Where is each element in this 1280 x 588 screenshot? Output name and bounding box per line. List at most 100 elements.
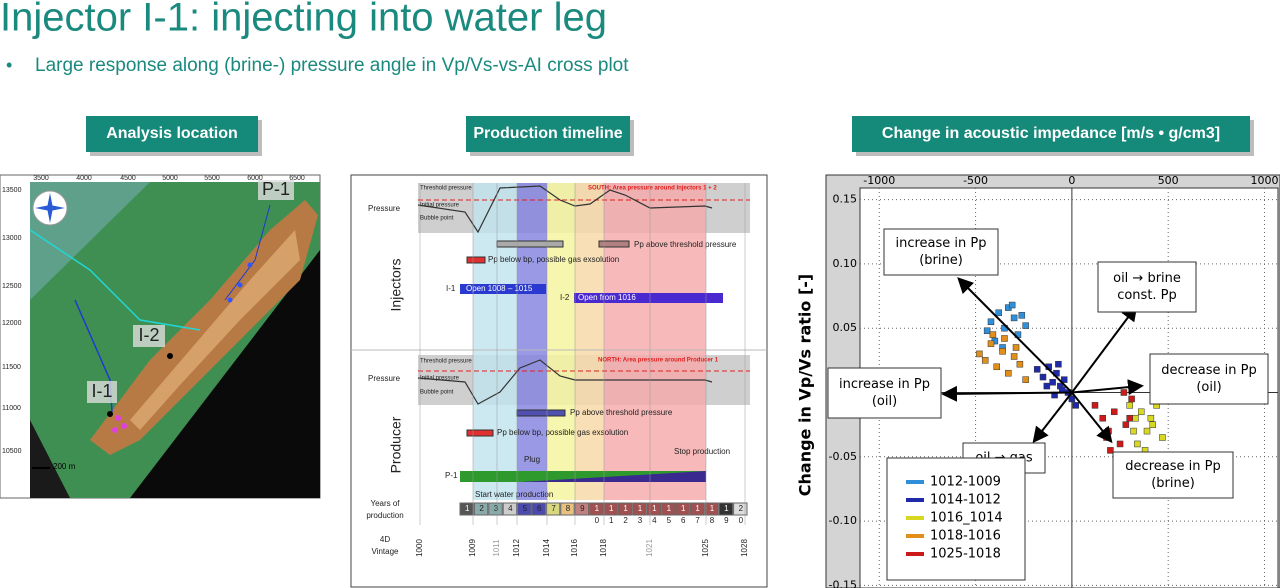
point: [1120, 389, 1128, 396]
point: [1018, 312, 1026, 319]
annotation: oil → brine: [1113, 271, 1181, 286]
point: [1143, 427, 1151, 435]
vintage-label: 1016: [570, 539, 579, 557]
well: [107, 411, 113, 417]
map-x-tick: 4500: [120, 175, 136, 182]
arrow: [1071, 379, 1144, 396]
bar: [496, 240, 564, 248]
year-label: 2: [623, 516, 628, 525]
point: [1116, 440, 1124, 448]
text: Producer: [388, 416, 404, 473]
point: [1012, 344, 1020, 351]
text: Pp above threshold pressure: [634, 240, 737, 249]
annotation-box: [1149, 353, 1269, 405]
point: [1049, 378, 1056, 386]
label-box: [466, 116, 630, 152]
annotation-box: [1097, 261, 1197, 313]
point: [993, 363, 1001, 371]
arrow: [957, 277, 1073, 394]
year-box: [675, 502, 690, 516]
year-box: [646, 502, 662, 516]
point: [1107, 447, 1114, 454]
legend-swatch: [906, 552, 924, 556]
point: [1105, 427, 1112, 435]
y-tick-label: 0.10: [833, 257, 858, 270]
section-label: Analysis location: [106, 125, 238, 142]
point: [1128, 395, 1135, 403]
year-label: 1: [652, 504, 657, 513]
legend-swatch: [906, 516, 924, 520]
point: [1134, 440, 1141, 448]
map-x-tick: 5500: [204, 175, 220, 182]
y-axis-label: Change in Vp/Vs ratio [-]: [796, 274, 815, 496]
year-label: 1: [609, 504, 614, 513]
legend-label: 1014-1012: [930, 493, 1001, 508]
y-tick-label: 0.15: [833, 193, 858, 206]
annotation-box: [883, 228, 999, 276]
year-box: [589, 502, 604, 516]
text: Initial pressure: [420, 203, 460, 209]
map-y-tick: 13500: [2, 187, 22, 194]
annotation: (oil): [1196, 380, 1221, 395]
annotation: (oil): [872, 394, 897, 409]
text: Threshold pressure: [420, 359, 472, 365]
arrow: [1071, 304, 1138, 394]
year-label: 2: [739, 504, 744, 513]
map-y-tick: 12000: [2, 320, 22, 327]
point: [999, 348, 1006, 355]
well-marker: [237, 282, 243, 288]
year-label: 1: [667, 504, 672, 513]
point: [1022, 376, 1029, 383]
x-tick-label: 0: [1068, 174, 1075, 187]
timeline: Pressure Threshold pressure Initial pres…: [350, 174, 768, 588]
period-band: [575, 183, 604, 500]
x-tick-label: 500: [1158, 174, 1179, 187]
annotation: increase in Pp: [839, 377, 930, 392]
section-label: Production timeline: [473, 125, 622, 142]
point: [1060, 376, 1068, 383]
bar: [460, 284, 546, 294]
year-label: 1: [609, 516, 614, 525]
year-box: [531, 502, 546, 516]
year-label: 0: [739, 516, 744, 525]
text: Initial pressure: [420, 376, 460, 382]
section-label: Change in acoustic impedance [m/s • g/cm…: [882, 125, 1220, 142]
map-y-tick: 11000: [2, 405, 21, 412]
map-nodata: [30, 420, 70, 498]
map-x-tick: 5000: [162, 175, 178, 182]
well-path: [29, 229, 201, 331]
year-box: [545, 502, 561, 516]
arrow: [1032, 391, 1073, 444]
annotation: (brine): [919, 253, 963, 268]
x-tick-label: -1000: [863, 174, 895, 187]
well-label: P-1: [262, 179, 290, 199]
title: Injector I-1: injecting into water leg: [0, 0, 607, 40]
point: [1149, 421, 1157, 428]
map-x-tick: 6500: [289, 175, 305, 182]
legend-label: 1012-1009: [930, 475, 1001, 490]
year-box: [560, 502, 575, 516]
legend-label: 1016_1014: [930, 511, 1003, 526]
point: [1005, 369, 1012, 377]
point: [1033, 366, 1041, 373]
year-label: 5: [523, 504, 528, 513]
year-label: 3: [638, 516, 643, 525]
y-tick-label: -0.15: [829, 578, 857, 588]
text: SOUTH: Area pressure around Injectors 1 …: [588, 186, 717, 192]
text: Start water production: [475, 490, 553, 499]
point: [1122, 421, 1130, 428]
text: Bubble point: [420, 390, 454, 396]
year-label: 1: [710, 504, 715, 513]
well-marker: [247, 262, 253, 268]
year-label: 0: [595, 516, 600, 525]
point: [1008, 301, 1016, 309]
point: [987, 318, 995, 326]
point: [983, 327, 991, 335]
point: [1010, 314, 1018, 322]
year-label: 3: [494, 504, 499, 513]
well-path: [224, 204, 271, 301]
text: Years of: [370, 499, 400, 508]
year-box: [632, 502, 647, 516]
text: Bubble point: [420, 216, 454, 222]
